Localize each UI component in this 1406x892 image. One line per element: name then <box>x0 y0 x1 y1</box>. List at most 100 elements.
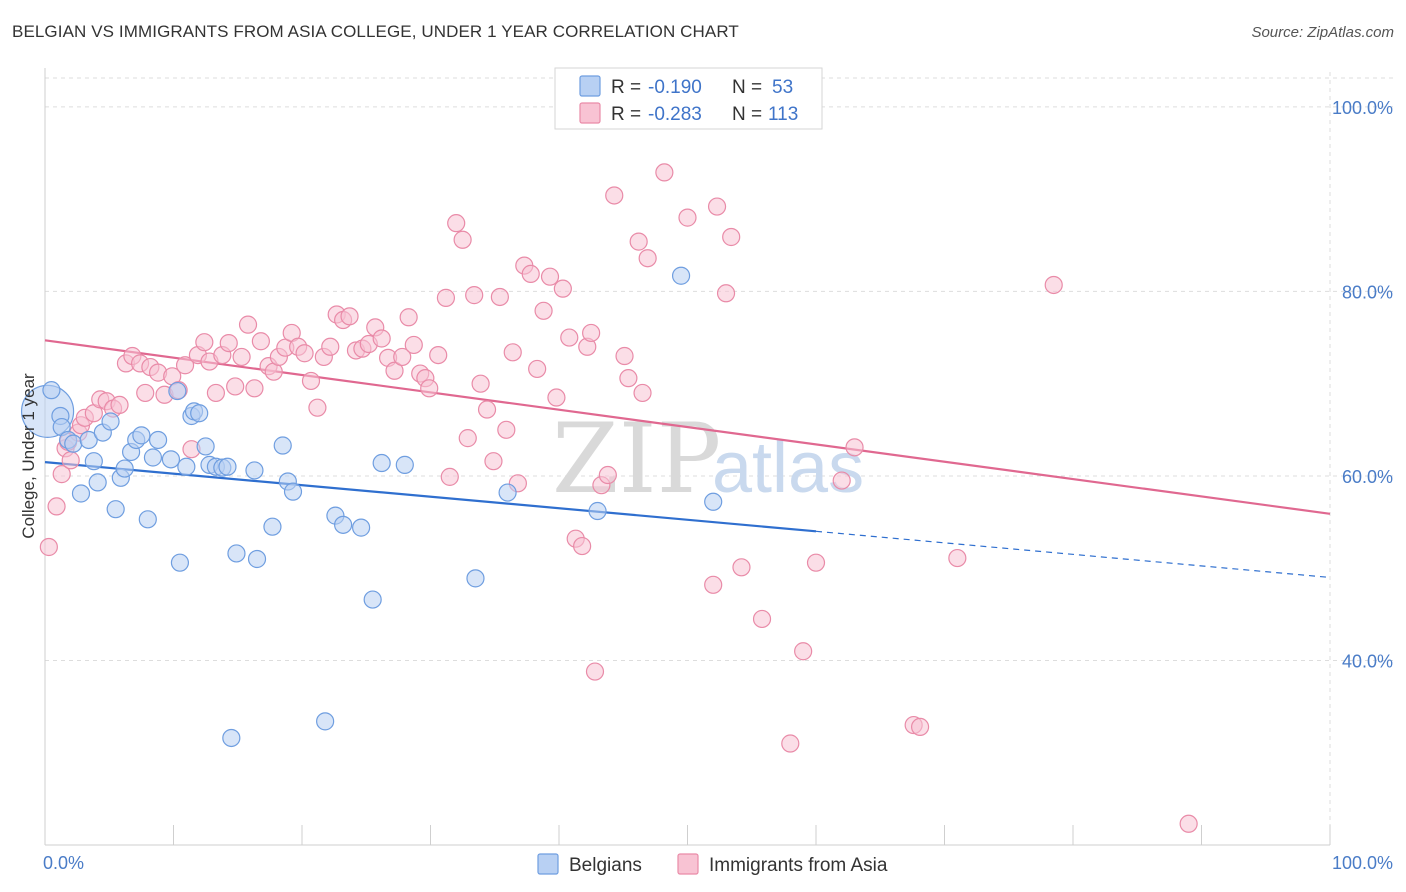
immigrants-from-asia-point <box>704 575 723 594</box>
belgians-point <box>64 434 83 453</box>
immigrants-from-asia-point <box>226 377 245 396</box>
immigrants-from-asia-point <box>420 379 439 398</box>
immigrants-from-asia-point <box>465 286 484 305</box>
belgians-point <box>352 518 371 537</box>
immigrants-from-asia-point <box>238 315 258 334</box>
immigrants-from-asia-point <box>295 344 314 363</box>
immigrants-from-asia-point <box>477 400 497 419</box>
belgians-point <box>334 515 353 534</box>
legend-swatch-belgians <box>579 75 601 97</box>
immigrants-from-asia-point <box>910 717 930 737</box>
immigrants-from-asia-point <box>136 383 155 403</box>
immigrants-from-asia-point <box>497 420 516 439</box>
belgians-point <box>196 437 215 456</box>
immigrants-from-asia-point <box>732 558 751 577</box>
immigrants-from-asia-point <box>794 642 813 661</box>
immigrants-from-asia-point <box>47 497 66 516</box>
chart-title: BELGIAN VS IMMIGRANTS FROM ASIA COLLEGE,… <box>12 22 739 41</box>
immigrants-from-asia-point <box>399 308 418 327</box>
belgians-point <box>245 461 264 480</box>
belgians-point <box>227 544 246 563</box>
belgians-point <box>316 712 335 731</box>
immigrants-from-asia-point <box>206 383 226 403</box>
bottom-legend-swatch-immigrants-from-asia <box>677 853 699 875</box>
belgians-point <box>84 452 103 471</box>
belgians-point <box>283 482 303 501</box>
y-tick-label-0: 40.0% <box>1342 651 1393 671</box>
belgians-point <box>115 459 134 478</box>
belgians-point <box>498 483 517 502</box>
immigrants-from-asia-point <box>458 429 477 448</box>
immigrants-from-asia-point <box>219 333 238 353</box>
immigrants-from-asia-point <box>490 287 509 307</box>
immigrants-from-asia-point <box>534 301 553 320</box>
belgians-point <box>395 455 414 474</box>
belgians-point <box>177 457 196 476</box>
immigrants-from-asia-point <box>655 163 674 182</box>
immigrants-from-asia-point <box>521 264 540 283</box>
immigrants-from-asia-point <box>245 379 264 398</box>
belgians-point <box>273 436 292 455</box>
belgians-point <box>106 500 125 519</box>
immigrants-from-asia-point <box>948 548 967 568</box>
legend-r-value-immigrants-from-asia: -0.283 <box>648 104 702 125</box>
x-tick-label-0: 0.0% <box>43 853 84 873</box>
immigrants-from-asia-point <box>404 335 423 355</box>
bottom-legend-swatch-belgians <box>537 853 559 875</box>
belgians-point <box>79 430 98 450</box>
immigrants-from-asia-point <box>110 395 129 415</box>
immigrants-from-asia-point <box>707 197 727 216</box>
belgians-point <box>190 404 209 423</box>
bottom-legend-label-belgians: Belgians <box>569 855 642 876</box>
belgians-point <box>88 473 107 492</box>
immigrants-from-asia-point <box>251 332 270 351</box>
immigrants-from-asia-point <box>393 347 412 367</box>
immigrants-from-asia-point <box>175 356 195 375</box>
immigrants-from-asia-point <box>1179 814 1198 833</box>
belgians-point <box>466 569 485 588</box>
immigrants-from-asia-point <box>678 208 697 227</box>
axes <box>44 68 1331 846</box>
immigrants-from-asia-point <box>560 328 579 347</box>
belgians-point <box>671 266 691 285</box>
belgians-point <box>588 501 607 521</box>
trend-line-belgians <box>44 461 817 533</box>
series-belgians <box>20 266 723 748</box>
immigrants-from-asia-point <box>615 346 634 366</box>
immigrants-from-asia-point <box>471 374 490 393</box>
immigrants-from-asia-point <box>752 609 772 629</box>
immigrants-from-asia-point <box>453 230 472 249</box>
immigrants-from-asia-point <box>585 662 605 681</box>
belgians-point <box>704 492 723 511</box>
y-axis-title: College, Under 1 year <box>19 373 38 539</box>
trend-line-belgians-extension <box>815 530 1331 579</box>
bottom-legend: Belgians Immigrants from Asia <box>537 853 888 876</box>
belgians-point <box>170 553 190 572</box>
source-credit: Source: ZipAtlas.com <box>1251 24 1394 41</box>
immigrants-from-asia-point <box>39 537 58 557</box>
belgians-point <box>247 549 267 569</box>
legend: R = -0.190 N = 53 R = -0.283 N = 113 <box>554 67 823 130</box>
immigrants-from-asia-point <box>806 553 826 572</box>
x-tick-label-1: 100.0% <box>1332 853 1393 873</box>
legend-r-value-belgians: -0.190 <box>648 77 702 98</box>
legend-swatch-immigrants-from-asia <box>579 102 601 124</box>
immigrants-from-asia-point <box>232 347 251 367</box>
belgians-point <box>101 412 120 431</box>
belgians-point <box>161 450 181 469</box>
belgians-point <box>168 381 187 401</box>
belgians-point <box>372 453 391 473</box>
belgians-point <box>218 457 237 476</box>
immigrants-from-asia-point <box>503 343 522 362</box>
x-tick-labels: 0.0% 100.0% <box>43 853 1393 873</box>
immigrants-from-asia-point <box>484 452 503 471</box>
immigrants-from-asia-point <box>781 734 800 753</box>
y-tick-label-3: 100.0% <box>1332 98 1393 118</box>
immigrants-from-asia-point <box>605 186 624 205</box>
immigrants-from-asia-point <box>308 398 327 417</box>
immigrants-from-asia-point <box>540 267 560 286</box>
immigrants-from-asia-point <box>385 361 404 380</box>
immigrants-from-asia-point <box>1044 275 1063 295</box>
immigrants-from-asia-point <box>429 345 448 365</box>
